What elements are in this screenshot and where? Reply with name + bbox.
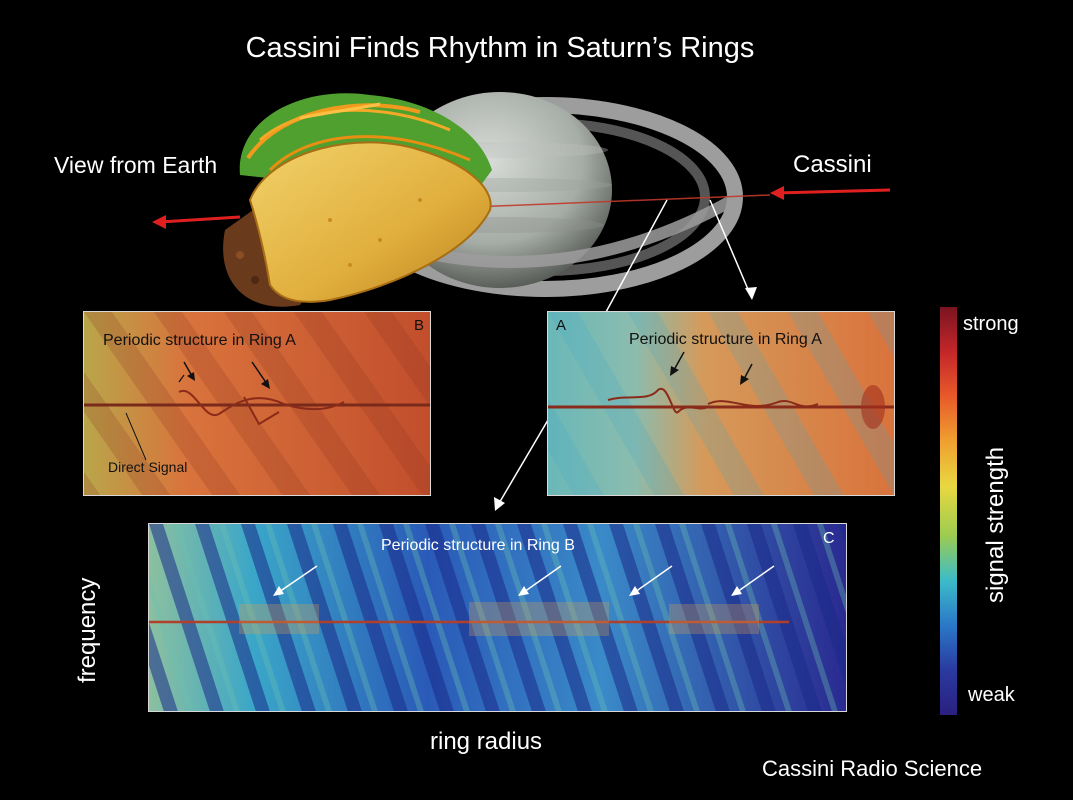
cassini-arrow	[770, 186, 784, 200]
panel-c-letter: C	[823, 530, 835, 547]
colorbar-strong-label: strong	[963, 313, 1019, 335]
colorbar	[940, 307, 957, 715]
panel-c-annotation: Periodic structure in Ring B	[381, 537, 575, 554]
panel-b-annotation: Periodic structure in Ring A	[103, 332, 296, 349]
colorbar-axis-label: signal strength	[982, 446, 1009, 603]
earth-arrow	[152, 215, 166, 229]
view-from-earth-label: View from Earth	[54, 152, 218, 178]
cassini-label: Cassini	[793, 151, 872, 178]
frequency-axis-label: frequency	[74, 577, 101, 683]
panel-b: Periodic structure in Ring A Direct Sign…	[83, 311, 431, 496]
colorbar-weak-label: weak	[968, 684, 1015, 706]
taco-image	[223, 93, 492, 307]
panel-c: Periodic structure in Ring B C	[148, 523, 847, 712]
panel-a: Periodic structure in Ring A A	[547, 311, 895, 496]
panel-a-annotation: Periodic structure in Ring A	[629, 331, 822, 348]
ring-radius-axis-label: ring radius	[430, 728, 543, 755]
panel-b-letter: B	[414, 317, 425, 334]
direct-signal-label: Direct Signal	[108, 459, 188, 475]
page-title: Cassini Finds Rhythm in Saturn’s Rings	[245, 32, 755, 64]
credit-label: Cassini Radio Science	[762, 756, 983, 781]
panel-a-letter: A	[556, 317, 567, 334]
